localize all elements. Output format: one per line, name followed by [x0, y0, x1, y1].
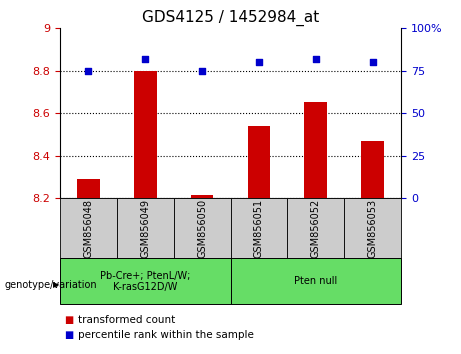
- Bar: [344, 198, 401, 258]
- Text: transformed count: transformed count: [78, 315, 176, 325]
- Text: GSM856050: GSM856050: [197, 199, 207, 258]
- Bar: [304, 102, 327, 198]
- Bar: [60, 258, 230, 304]
- Text: ■: ■: [65, 315, 74, 325]
- Text: GSM856049: GSM856049: [140, 199, 150, 258]
- Bar: [117, 198, 174, 258]
- Point: [142, 56, 149, 62]
- Text: genotype/variation: genotype/variation: [5, 280, 97, 290]
- Point: [85, 68, 92, 74]
- Text: GSM856053: GSM856053: [367, 199, 378, 258]
- Text: GSM856051: GSM856051: [254, 199, 264, 258]
- Bar: [77, 179, 100, 198]
- Text: Pb-Cre+; PtenL/W;
K-rasG12D/W: Pb-Cre+; PtenL/W; K-rasG12D/W: [100, 270, 190, 292]
- Point: [198, 68, 206, 74]
- Point: [312, 56, 319, 62]
- Bar: [361, 141, 384, 198]
- Point: [255, 59, 263, 65]
- Bar: [174, 198, 230, 258]
- Bar: [287, 198, 344, 258]
- Text: GSM856048: GSM856048: [83, 199, 94, 258]
- Bar: [230, 258, 401, 304]
- Text: GSM856052: GSM856052: [311, 199, 321, 258]
- Bar: [134, 71, 157, 198]
- Title: GDS4125 / 1452984_at: GDS4125 / 1452984_at: [142, 9, 319, 25]
- Text: ▶: ▶: [53, 280, 59, 290]
- Bar: [60, 198, 117, 258]
- Text: ■: ■: [65, 330, 74, 339]
- Point: [369, 59, 376, 65]
- Text: Pten null: Pten null: [294, 276, 337, 286]
- Bar: [191, 195, 213, 198]
- Bar: [248, 126, 270, 198]
- Text: percentile rank within the sample: percentile rank within the sample: [78, 330, 254, 339]
- Bar: [230, 198, 287, 258]
